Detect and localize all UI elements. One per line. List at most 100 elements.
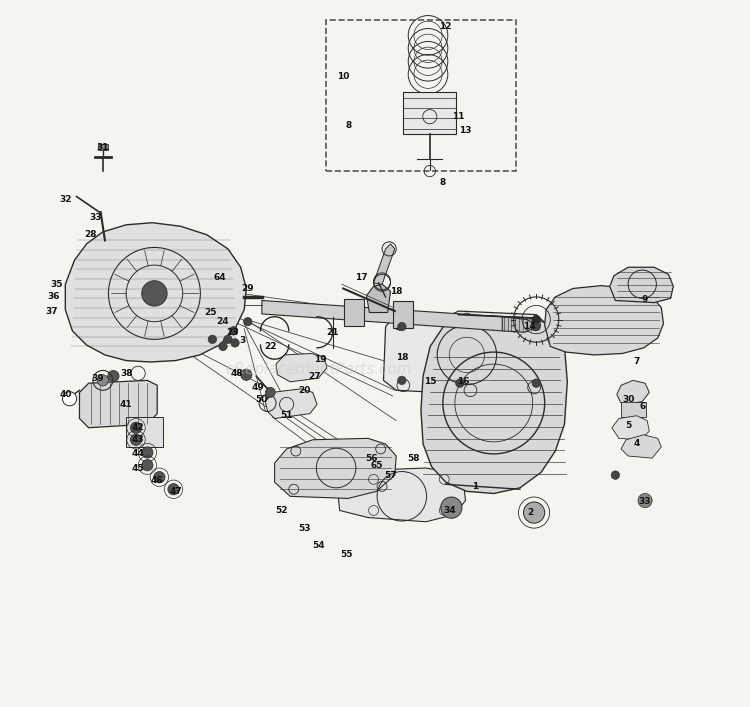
Circle shape xyxy=(532,315,541,324)
Bar xyxy=(126,417,163,447)
Text: 28: 28 xyxy=(85,230,97,239)
Text: 56: 56 xyxy=(365,454,378,462)
Circle shape xyxy=(130,422,142,433)
Text: 34: 34 xyxy=(443,506,455,515)
Circle shape xyxy=(142,447,153,458)
Polygon shape xyxy=(65,223,246,362)
Text: 27: 27 xyxy=(308,372,321,380)
Circle shape xyxy=(266,387,275,397)
Polygon shape xyxy=(621,435,662,458)
Text: eReplacementParts.com: eReplacementParts.com xyxy=(225,361,412,377)
Text: 8: 8 xyxy=(439,178,446,187)
Circle shape xyxy=(532,379,541,387)
Text: 52: 52 xyxy=(275,506,288,515)
Circle shape xyxy=(168,484,179,495)
Text: 57: 57 xyxy=(384,471,397,479)
Text: 58: 58 xyxy=(408,454,420,462)
Polygon shape xyxy=(344,299,364,326)
Polygon shape xyxy=(610,267,674,303)
Polygon shape xyxy=(266,389,317,419)
Text: 9: 9 xyxy=(642,296,648,304)
Polygon shape xyxy=(421,315,567,493)
Circle shape xyxy=(98,375,109,386)
Text: 33: 33 xyxy=(89,214,102,222)
Text: 42: 42 xyxy=(132,423,145,432)
Text: 53: 53 xyxy=(298,525,310,533)
Text: 8: 8 xyxy=(345,122,351,130)
Circle shape xyxy=(638,493,652,508)
Text: 5: 5 xyxy=(625,421,632,430)
Text: 40: 40 xyxy=(59,390,71,399)
Text: 23: 23 xyxy=(226,328,238,337)
Text: 18: 18 xyxy=(390,287,403,296)
Text: 35: 35 xyxy=(50,280,63,288)
Circle shape xyxy=(219,342,227,351)
Text: 33: 33 xyxy=(639,498,651,506)
Circle shape xyxy=(130,434,142,445)
Polygon shape xyxy=(274,438,396,498)
Circle shape xyxy=(62,392,76,406)
Text: 65: 65 xyxy=(370,461,382,469)
Text: 36: 36 xyxy=(47,293,59,301)
Bar xyxy=(98,144,108,150)
Text: 38: 38 xyxy=(120,369,133,378)
Circle shape xyxy=(611,471,620,479)
Polygon shape xyxy=(374,244,394,284)
Circle shape xyxy=(398,322,406,331)
Polygon shape xyxy=(276,354,327,382)
Polygon shape xyxy=(404,92,456,134)
Circle shape xyxy=(230,327,238,335)
Polygon shape xyxy=(616,380,650,404)
Text: 2: 2 xyxy=(527,508,534,517)
Text: 50: 50 xyxy=(256,395,268,404)
Text: 18: 18 xyxy=(395,353,408,361)
Text: 24: 24 xyxy=(217,317,229,326)
Text: 21: 21 xyxy=(326,328,339,337)
Polygon shape xyxy=(544,286,664,355)
Text: 48: 48 xyxy=(231,369,244,378)
Text: 31: 31 xyxy=(97,143,109,151)
Text: 12: 12 xyxy=(440,22,452,30)
Polygon shape xyxy=(338,468,466,522)
Text: 6: 6 xyxy=(639,402,645,411)
Text: 13: 13 xyxy=(459,127,472,135)
Text: 41: 41 xyxy=(120,400,133,409)
Circle shape xyxy=(524,502,544,523)
Polygon shape xyxy=(612,416,650,440)
Text: 16: 16 xyxy=(457,378,470,386)
Text: 4: 4 xyxy=(634,440,640,448)
Text: 45: 45 xyxy=(132,464,145,472)
Text: 3: 3 xyxy=(240,337,246,345)
Circle shape xyxy=(142,460,153,471)
Circle shape xyxy=(154,472,165,483)
Text: 54: 54 xyxy=(312,542,325,550)
Text: 44: 44 xyxy=(132,450,145,458)
Text: 43: 43 xyxy=(132,436,145,444)
Text: 47: 47 xyxy=(170,487,182,496)
Text: 37: 37 xyxy=(45,307,58,315)
Circle shape xyxy=(441,497,462,518)
Bar xyxy=(326,20,517,171)
Polygon shape xyxy=(383,311,546,397)
Circle shape xyxy=(244,317,252,326)
Polygon shape xyxy=(503,317,534,332)
Text: 30: 30 xyxy=(622,395,634,404)
Text: 17: 17 xyxy=(355,273,368,281)
Text: 20: 20 xyxy=(298,386,310,395)
Circle shape xyxy=(231,339,239,347)
Text: 7: 7 xyxy=(634,358,640,366)
Text: 11: 11 xyxy=(452,112,465,121)
Text: 51: 51 xyxy=(280,411,292,420)
Text: 25: 25 xyxy=(204,308,217,317)
Circle shape xyxy=(224,335,232,344)
Text: 19: 19 xyxy=(314,355,326,363)
Polygon shape xyxy=(367,284,391,312)
Text: 29: 29 xyxy=(242,284,254,293)
Text: 46: 46 xyxy=(151,477,164,485)
Text: 10: 10 xyxy=(337,72,350,81)
Polygon shape xyxy=(80,380,158,428)
Circle shape xyxy=(241,369,252,380)
Circle shape xyxy=(142,281,167,306)
Polygon shape xyxy=(394,301,413,328)
Text: 14: 14 xyxy=(523,322,536,331)
